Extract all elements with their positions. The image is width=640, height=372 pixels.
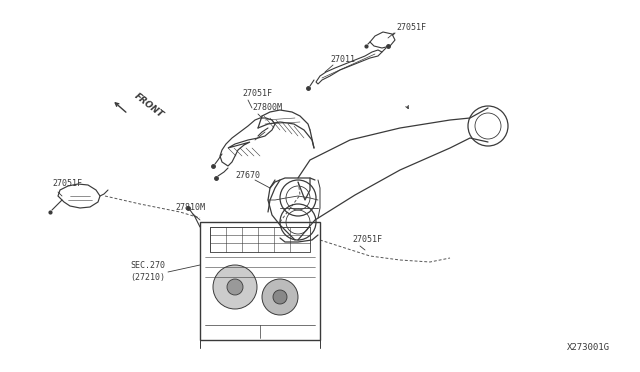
Circle shape: [227, 279, 243, 295]
Circle shape: [213, 265, 257, 309]
Text: X273001G: X273001G: [567, 343, 610, 352]
Text: 27800M: 27800M: [252, 103, 282, 112]
Text: SEC.270: SEC.270: [130, 261, 165, 270]
Text: 27011: 27011: [330, 55, 355, 64]
Text: 27051F: 27051F: [52, 179, 82, 188]
Text: 27051F: 27051F: [396, 23, 426, 32]
Text: 27051F: 27051F: [242, 89, 272, 98]
Text: 27051F: 27051F: [352, 235, 382, 244]
Text: 27810M: 27810M: [175, 203, 205, 212]
Text: 27670: 27670: [235, 171, 260, 180]
Text: (27210): (27210): [130, 273, 165, 282]
Circle shape: [262, 279, 298, 315]
Circle shape: [273, 290, 287, 304]
Text: FRONT: FRONT: [133, 92, 166, 120]
